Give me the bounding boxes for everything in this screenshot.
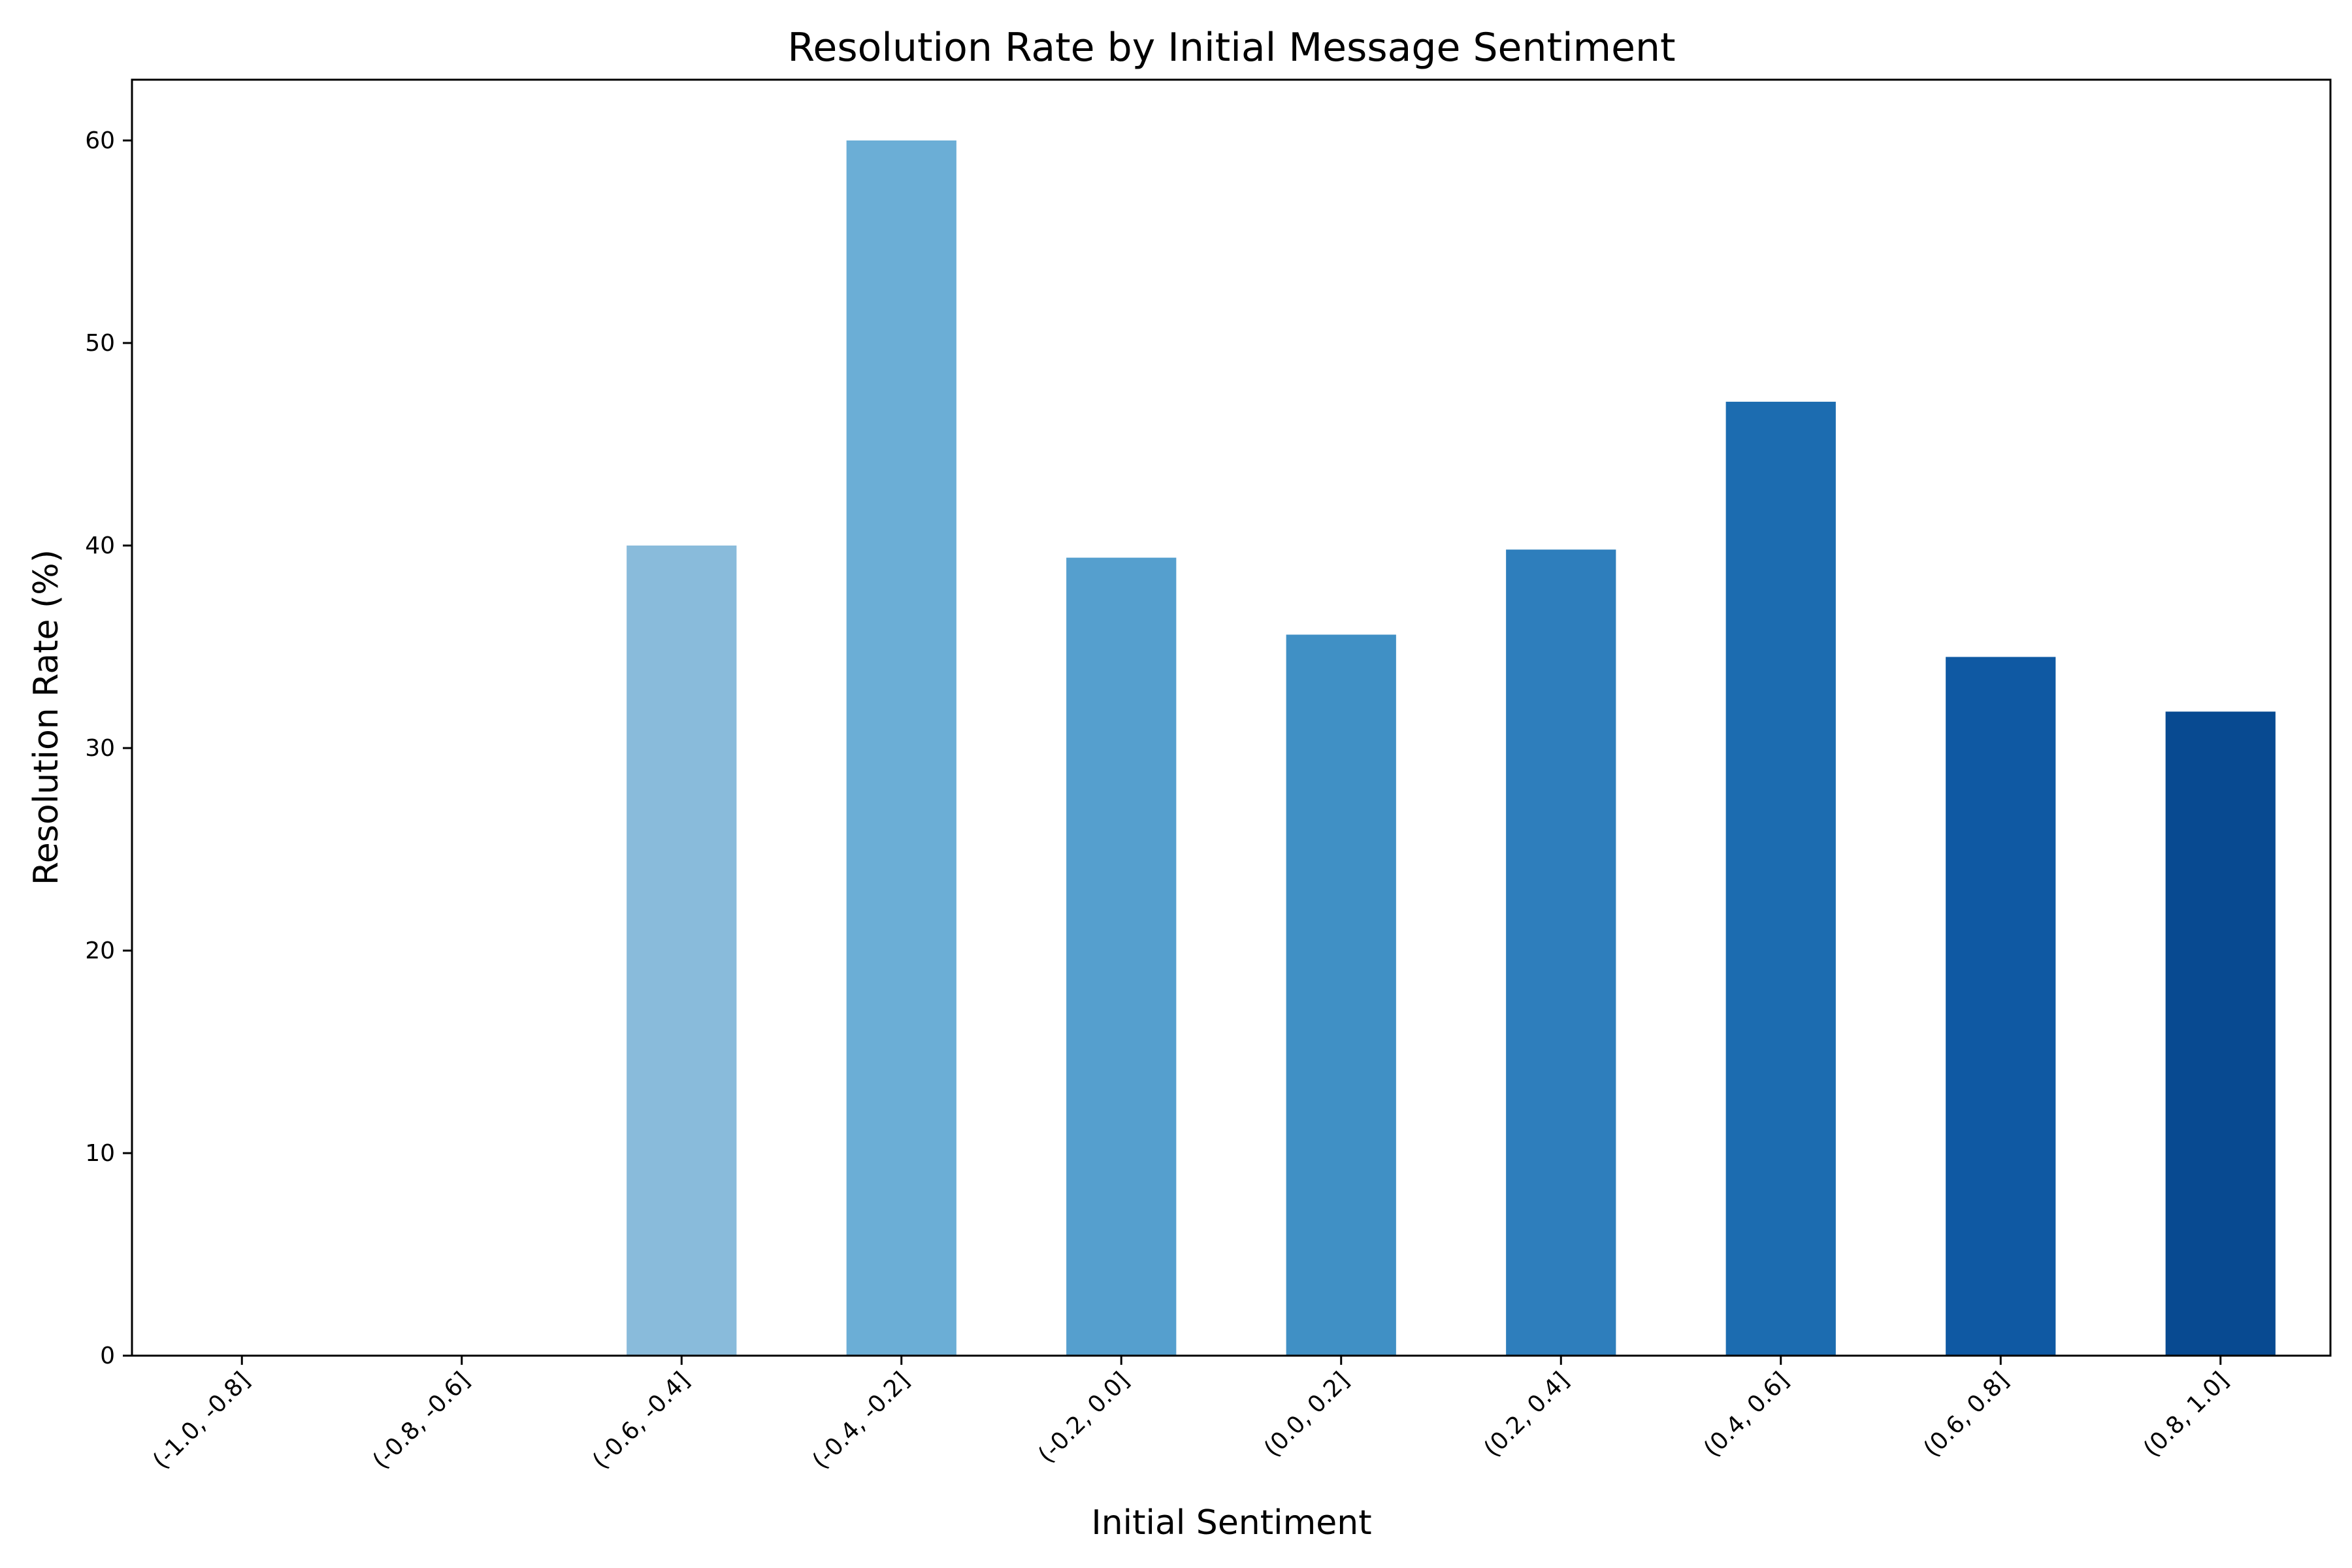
bar-6: [1506, 549, 1616, 1356]
chart-title: Resolution Rate by Initial Message Senti…: [787, 25, 1675, 71]
bar-3: [846, 140, 956, 1356]
y-tick-label: 20: [85, 938, 115, 964]
bar-7: [1725, 401, 1836, 1356]
bar-5: [1286, 634, 1396, 1356]
bar-2: [627, 546, 737, 1356]
y-tick-label: 40: [85, 532, 115, 559]
y-tick-label: 50: [85, 330, 115, 357]
y-tick-label: 30: [85, 735, 115, 762]
plot-frame: [131, 78, 2332, 1357]
y-tick-label: 10: [85, 1140, 115, 1167]
y-tick-label: 0: [100, 1343, 115, 1369]
y-tick-label: 60: [85, 127, 115, 154]
bar-4: [1066, 557, 1177, 1356]
y-axis-label: Resolution Rate (%): [27, 549, 66, 885]
bar-8: [1946, 657, 2056, 1356]
x-axis-label: Initial Sentiment: [1091, 1503, 1371, 1543]
bar-9: [2165, 711, 2276, 1356]
